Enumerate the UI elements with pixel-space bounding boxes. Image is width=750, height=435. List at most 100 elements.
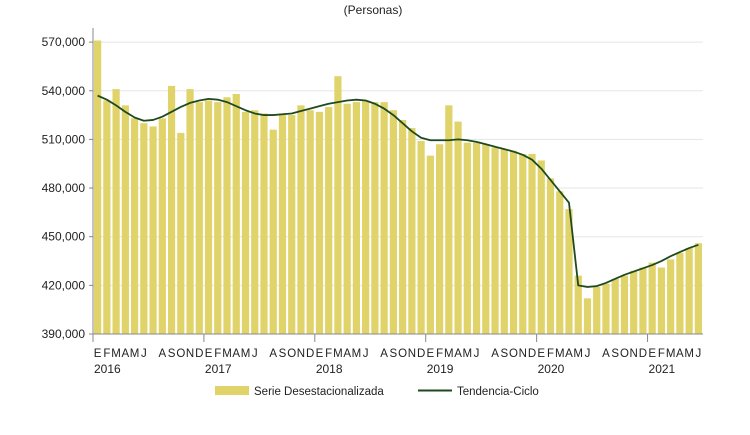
legend-label-trend: Tendencia-Ciclo bbox=[457, 386, 539, 398]
x-month-label: M bbox=[444, 348, 454, 360]
bar bbox=[454, 121, 462, 334]
x-month-label: S bbox=[390, 348, 398, 360]
x-month-label: M bbox=[573, 348, 583, 360]
x-year-label: 2021 bbox=[649, 362, 676, 376]
x-month-label: M bbox=[241, 348, 251, 360]
bar bbox=[602, 283, 610, 334]
x-month-label: D bbox=[528, 348, 536, 360]
x-month-label: O bbox=[176, 348, 185, 360]
bar bbox=[408, 128, 416, 334]
bar bbox=[260, 113, 268, 334]
bar bbox=[112, 89, 120, 334]
x-year-label: 2017 bbox=[205, 362, 232, 376]
bar bbox=[657, 267, 666, 334]
x-month-label: F bbox=[103, 348, 110, 360]
bar bbox=[288, 115, 296, 334]
x-month-label: E bbox=[648, 348, 656, 360]
x-month-label: D bbox=[417, 348, 425, 360]
x-month-label: E bbox=[427, 348, 435, 360]
bar bbox=[140, 123, 148, 335]
x-month-label: D bbox=[639, 348, 647, 360]
x-month-label: J bbox=[252, 348, 258, 360]
bar bbox=[204, 100, 213, 335]
x-month-label: J bbox=[585, 348, 591, 360]
bar bbox=[103, 100, 111, 335]
bar bbox=[546, 178, 555, 334]
x-month-label: A bbox=[491, 348, 499, 360]
bar bbox=[149, 126, 157, 334]
x-month-label: M bbox=[463, 348, 473, 360]
x-month-label: F bbox=[547, 348, 554, 360]
bar bbox=[306, 110, 314, 334]
bar bbox=[435, 144, 444, 334]
x-month-label: E bbox=[316, 348, 324, 360]
x-month-label: A bbox=[343, 348, 351, 360]
x-year-label: 2020 bbox=[538, 362, 565, 376]
grid-layer bbox=[93, 41, 703, 286]
y-tick-label: 390,000 bbox=[42, 327, 86, 341]
x-month-label: F bbox=[658, 348, 665, 360]
bar bbox=[500, 149, 508, 334]
bar bbox=[94, 40, 102, 335]
bar bbox=[491, 147, 499, 334]
x-month-label: A bbox=[602, 348, 610, 360]
bar bbox=[214, 102, 222, 334]
x-month-label: N bbox=[630, 348, 638, 360]
legend-label-bars: Serie Desestacionalizada bbox=[254, 386, 384, 398]
axis-layer: 390,000 420,000 450,000 480,000 510,000 540,0… bbox=[42, 28, 703, 376]
x-year-label: 2018 bbox=[316, 362, 343, 376]
legend: Serie Desestacionalizada Tendencia-Ciclo bbox=[215, 386, 539, 398]
x-month-label: O bbox=[509, 348, 518, 360]
x-month-label: A bbox=[380, 348, 388, 360]
bar bbox=[611, 278, 619, 334]
bar bbox=[676, 252, 684, 334]
trend-line bbox=[97, 94, 699, 288]
x-month-label: A bbox=[676, 348, 684, 360]
x-month-label: F bbox=[325, 348, 332, 360]
x-month-label: E bbox=[205, 348, 213, 360]
bars-layer bbox=[94, 40, 702, 335]
x-month-label: S bbox=[279, 348, 287, 360]
x-month-label: N bbox=[186, 348, 194, 360]
x-month-label: J bbox=[363, 348, 369, 360]
x-month-label: E bbox=[94, 348, 102, 360]
y-tick-label: 450,000 bbox=[42, 230, 86, 244]
bar bbox=[472, 142, 481, 334]
bar bbox=[528, 154, 536, 334]
bar bbox=[352, 102, 361, 334]
bar bbox=[223, 97, 231, 334]
bar bbox=[269, 129, 277, 334]
bar bbox=[426, 155, 434, 334]
legend-swatch-bars bbox=[215, 386, 249, 395]
bar bbox=[463, 142, 471, 334]
bar bbox=[297, 105, 305, 334]
x-month-label: M bbox=[111, 348, 121, 360]
trend-line-layer bbox=[97, 94, 699, 288]
x-month-label: M bbox=[222, 348, 232, 360]
bar bbox=[648, 262, 656, 334]
bar bbox=[195, 102, 203, 334]
bar bbox=[232, 94, 240, 334]
x-month-label: S bbox=[500, 348, 508, 360]
bar bbox=[130, 118, 139, 334]
bar bbox=[399, 119, 407, 334]
bar bbox=[334, 76, 342, 334]
bar bbox=[445, 105, 453, 334]
x-month-label: J bbox=[696, 348, 702, 360]
x-month-label: M bbox=[130, 348, 140, 360]
bar bbox=[583, 298, 592, 334]
bar bbox=[482, 144, 490, 334]
chart-subtitle: (Personas) bbox=[344, 3, 403, 17]
bar bbox=[639, 267, 647, 334]
bar bbox=[509, 150, 518, 334]
bar bbox=[121, 105, 129, 334]
x-month-label: J bbox=[141, 348, 147, 360]
x-month-label: N bbox=[297, 348, 305, 360]
y-tick-label: 510,000 bbox=[42, 132, 86, 146]
x-month-label: M bbox=[684, 348, 694, 360]
bar bbox=[685, 248, 693, 334]
x-month-label: A bbox=[158, 348, 166, 360]
bar bbox=[574, 275, 582, 334]
x-month-label: J bbox=[474, 348, 480, 360]
